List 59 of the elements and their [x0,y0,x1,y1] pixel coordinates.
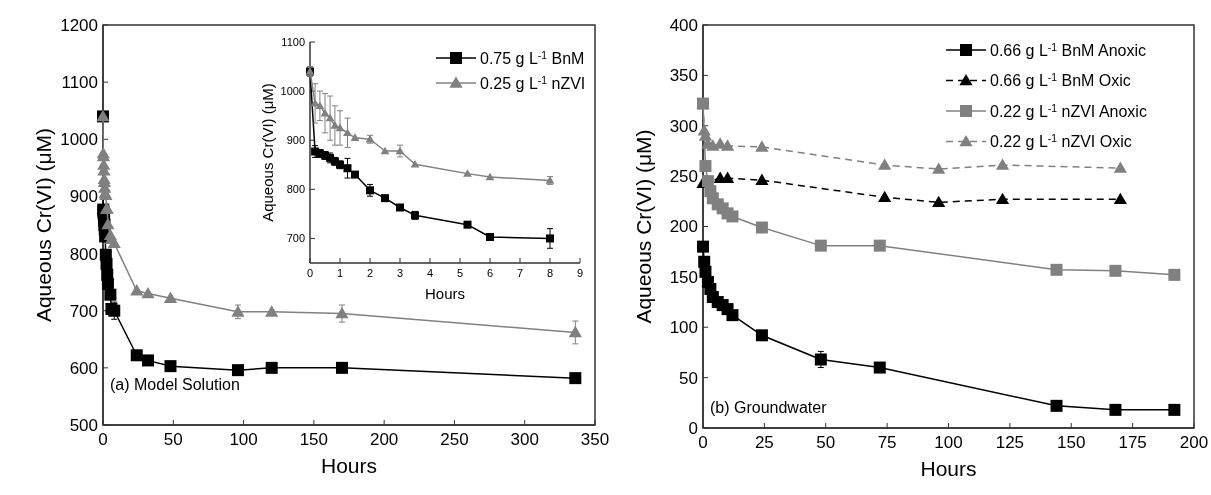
y-tick-label: 250 [669,167,698,187]
x-tick-label: 8 [546,267,554,279]
x-tick-label: 150 [299,430,329,449]
x-axis-title: Hours [320,454,378,477]
x-tick-label: 200 [369,430,399,449]
y-tick-label: 700 [286,232,305,245]
legend-label: 0.66 g L$^{-1}$ BnM Oxic [990,71,1131,90]
x-tick-label: 0 [306,267,314,279]
y-tick-label: 1100 [61,73,98,93]
x-tick-label: 75 [877,433,897,452]
x-tick-label: 100 [934,433,963,452]
x-tick-label: 125 [995,433,1025,452]
x-tick-label: 200 [1179,433,1209,452]
y-tick-label: 350 [669,66,698,86]
y-tick-label: 1200 [60,15,98,35]
x-tick-label: 250 [440,430,469,449]
x-tick-label: 50 [816,433,836,452]
legend-label: 0.25 g L$^{-1}$ nZVI [480,74,586,92]
y-tick-label: 50 [679,368,698,388]
y-tick-label: 1000 [60,130,98,150]
legend-label: 0.22 g L$^{-1}$ nZVI Anoxic [990,102,1147,120]
x-tick-label: 100 [229,430,258,449]
y-tick-label: 600 [69,358,98,378]
x-tick-label: 7 [516,267,524,279]
annotation: (b) Groundwater [710,399,828,416]
x-axis-title: Hours [424,285,466,302]
x-tick-label: 175 [1118,433,1147,452]
y-tick-label: 800 [286,183,305,196]
y-tick-label: 800 [69,244,98,264]
y-tick-label: 400 [669,15,698,35]
x-tick-label: 25 [754,433,774,452]
y-tick-label: 500 [69,415,98,435]
y-tick-label: 1100 [281,35,305,48]
x-tick-label: 6 [486,267,494,279]
x-tick-label: 50 [163,430,183,449]
y-tick-label: 700 [69,301,98,321]
x-tick-label: 5 [456,267,464,279]
legend-label: 0.75 g L$^{-1}$ BnM [480,49,585,67]
y-tick-label: 900 [69,187,98,207]
y-axis-title: Aqueous Cr(VI) (μM) [631,129,655,324]
x-tick-label: 150 [1057,433,1086,452]
x-tick-label: 300 [510,430,539,449]
y-tick-label: 900 [286,134,305,147]
y-axis-title: Aqueous Cr(VI) (μM) [31,127,55,323]
x-tick-label: 4 [426,267,434,279]
y-tick-label: 200 [669,217,698,237]
y-tick-label: 100 [669,318,698,338]
legend-label: 0.66 g L$^{-1}$ BnM Anoxic [990,41,1147,59]
annotation: (a) Model Solution [110,376,240,393]
x-tick-label: 1 [336,267,344,279]
x-tick-label: 2 [366,267,374,279]
legend-label: 0.22 g L$^{-1}$ nZVI Oxic [990,132,1132,151]
x-tick-label: 9 [576,267,584,279]
x-tick-label: 350 [580,430,610,449]
y-axis-title: Aqueous Cr(VI) (μM) [259,83,277,222]
x-axis-title: Hours [920,457,977,480]
x-tick-label: 3 [396,267,404,279]
y-tick-label: 300 [669,116,698,136]
y-tick-label: 1000 [280,84,305,97]
